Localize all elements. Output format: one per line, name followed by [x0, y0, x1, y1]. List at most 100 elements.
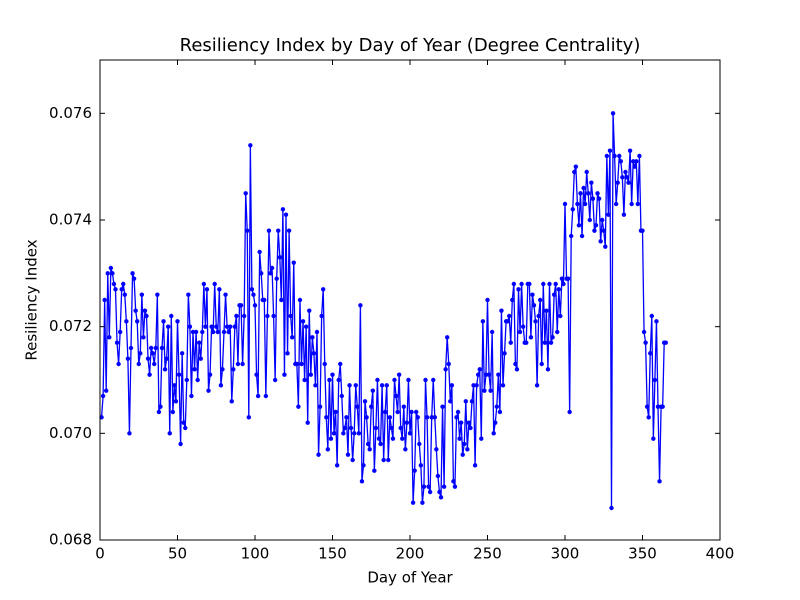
- data-point: [528, 335, 534, 340]
- data-point: [469, 399, 475, 404]
- data-point: [438, 495, 444, 500]
- data-point: [373, 425, 379, 431]
- data-point: [297, 297, 303, 303]
- chart-title: Resiliency Index by Day of Year (Degree …: [180, 35, 641, 56]
- y-axis-label: Resiliency Index: [23, 239, 41, 360]
- data-point: [624, 175, 630, 180]
- data-point: [328, 436, 334, 441]
- data-point: [483, 372, 489, 377]
- plot-area: [99, 111, 668, 511]
- data-point: [212, 281, 217, 287]
- data-point: [542, 340, 548, 345]
- data-point: [565, 276, 571, 281]
- data-point: [198, 356, 203, 361]
- data-point: [524, 340, 529, 345]
- data-point: [482, 388, 487, 393]
- data-point: [641, 329, 647, 335]
- data-point: [544, 308, 549, 313]
- data-point: [290, 335, 295, 340]
- data-point: [556, 287, 561, 292]
- data-point: [581, 185, 586, 191]
- data-point: [339, 393, 344, 399]
- data-point: [460, 452, 465, 457]
- data-point: [322, 361, 327, 367]
- data-point: [598, 239, 603, 244]
- data-point: [145, 356, 151, 361]
- data-point: [635, 201, 641, 207]
- data-point: [386, 457, 391, 463]
- data-point: [331, 431, 337, 436]
- data-point: [223, 292, 228, 297]
- data-point: [352, 431, 357, 436]
- data-point: [547, 281, 552, 287]
- data-point: [263, 393, 269, 399]
- data-point: [107, 335, 112, 340]
- data-point: [644, 404, 650, 409]
- data-point: [584, 169, 589, 175]
- data-point: [164, 356, 169, 361]
- y-tick-label: 0.070: [49, 424, 92, 442]
- data-point: [338, 361, 343, 367]
- x-tick-label: 300: [551, 545, 580, 563]
- data-point: [148, 345, 154, 351]
- data-point: [127, 431, 132, 436]
- data-point: [508, 340, 513, 345]
- data-point: [548, 340, 554, 345]
- data-point: [604, 153, 610, 159]
- data-point: [172, 383, 177, 388]
- data-point: [539, 361, 544, 367]
- data-point: [218, 383, 224, 388]
- data-point: [274, 276, 279, 281]
- data-point: [462, 441, 467, 447]
- x-tick-label: 100: [241, 545, 270, 563]
- data-point: [480, 319, 486, 324]
- data-point: [181, 420, 186, 425]
- data-point: [468, 425, 473, 431]
- data-point: [607, 148, 613, 153]
- data-point: [437, 489, 442, 495]
- data-point: [393, 393, 399, 399]
- data-point: [620, 175, 625, 180]
- data-point: [384, 383, 389, 388]
- data-point: [197, 340, 202, 345]
- data-point: [426, 484, 431, 489]
- data-point: [558, 313, 563, 319]
- data-point: [240, 361, 245, 367]
- data-point: [348, 425, 354, 431]
- data-point: [192, 367, 197, 372]
- data-point: [114, 340, 120, 345]
- data-point: [294, 361, 300, 367]
- data-point: [333, 409, 338, 415]
- data-point: [269, 265, 275, 271]
- data-point: [652, 377, 658, 383]
- data-point: [496, 372, 501, 377]
- data-point: [572, 169, 577, 175]
- data-point: [229, 399, 234, 404]
- data-point: [245, 228, 250, 233]
- data-point: [586, 191, 591, 196]
- data-point: [431, 377, 436, 383]
- data-point: [513, 361, 518, 367]
- data-point: [587, 217, 592, 223]
- data-point: [415, 415, 420, 420]
- data-point: [434, 447, 439, 452]
- data-point: [516, 287, 521, 292]
- data-point: [102, 297, 107, 303]
- data-point: [412, 468, 417, 473]
- data-point: [341, 431, 346, 436]
- data-point: [421, 484, 427, 489]
- data-point: [288, 313, 293, 319]
- data-point: [531, 303, 537, 308]
- data-point: [193, 329, 199, 335]
- data-point: [593, 223, 599, 228]
- data-point: [534, 383, 540, 388]
- data-point: [592, 228, 597, 233]
- data-point: [559, 276, 565, 281]
- data-point: [138, 351, 143, 356]
- data-point: [651, 436, 656, 441]
- data-point: [424, 415, 430, 420]
- data-point: [144, 313, 149, 319]
- data-point: [280, 207, 286, 212]
